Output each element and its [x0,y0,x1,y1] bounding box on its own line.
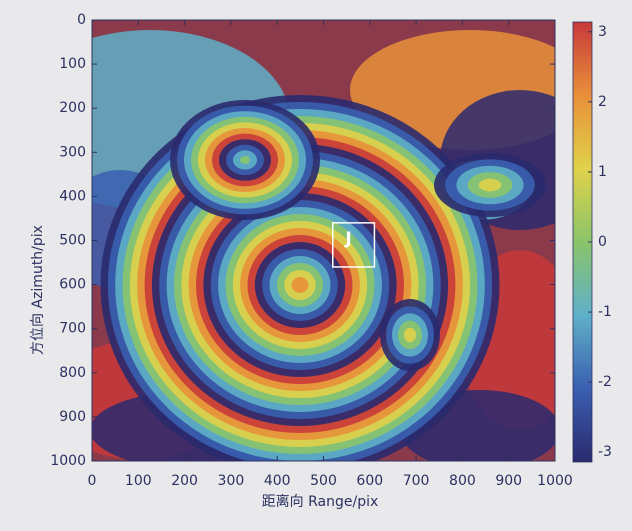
y-tick-label: 0 [77,12,86,28]
colorbar-tick-label: 0 [598,234,607,250]
x-axis-label: 距离向 Range/pix [262,493,379,510]
x-tick-label: 200 [171,473,198,489]
y-tick-label: 400 [59,188,86,204]
fringe [404,328,416,342]
colorbar-tick-label: 2 [598,94,607,110]
y-axis-label: 方位向 Azimuth/pix [30,225,46,355]
y-tick-label: 900 [59,409,86,425]
fringe [292,277,309,293]
fringe [240,156,250,164]
colorbar-tick-label: 1 [598,164,607,180]
x-tick-label: 600 [356,473,383,489]
colorbar-tick-label: -3 [598,444,612,460]
colorbar-tick-label: 3 [598,24,607,40]
y-tick-label: 300 [59,144,86,160]
x-tick-label: 100 [125,473,152,489]
x-tick-label: 400 [264,473,291,489]
x-tick-label: 500 [310,473,337,489]
y-tick-label: 500 [59,233,86,249]
y-tick-label: 100 [59,56,86,72]
x-tick-label: 300 [218,473,245,489]
y-tick-label: 600 [59,277,86,293]
x-tick-label: 0 [88,473,97,489]
y-tick-label: 1000 [50,453,86,469]
interferogram [10,20,600,475]
y-tick-label: 700 [59,321,86,337]
x-tick-label: 900 [495,473,522,489]
y-tick-label: 800 [59,365,86,381]
x-tick-label: 700 [403,473,430,489]
fringe [479,179,501,192]
chart: 距离向 Range/pix 方位向 Azimuth/pix 0100200300… [0,0,632,527]
colorbar-tick-label: -2 [598,374,612,390]
colorbar-tick-label: -1 [598,304,612,320]
x-tick-label: 800 [449,473,476,489]
x-tick-label: 1000 [537,473,573,489]
y-tick-label: 200 [59,100,86,116]
annotation-label: J [344,229,351,249]
